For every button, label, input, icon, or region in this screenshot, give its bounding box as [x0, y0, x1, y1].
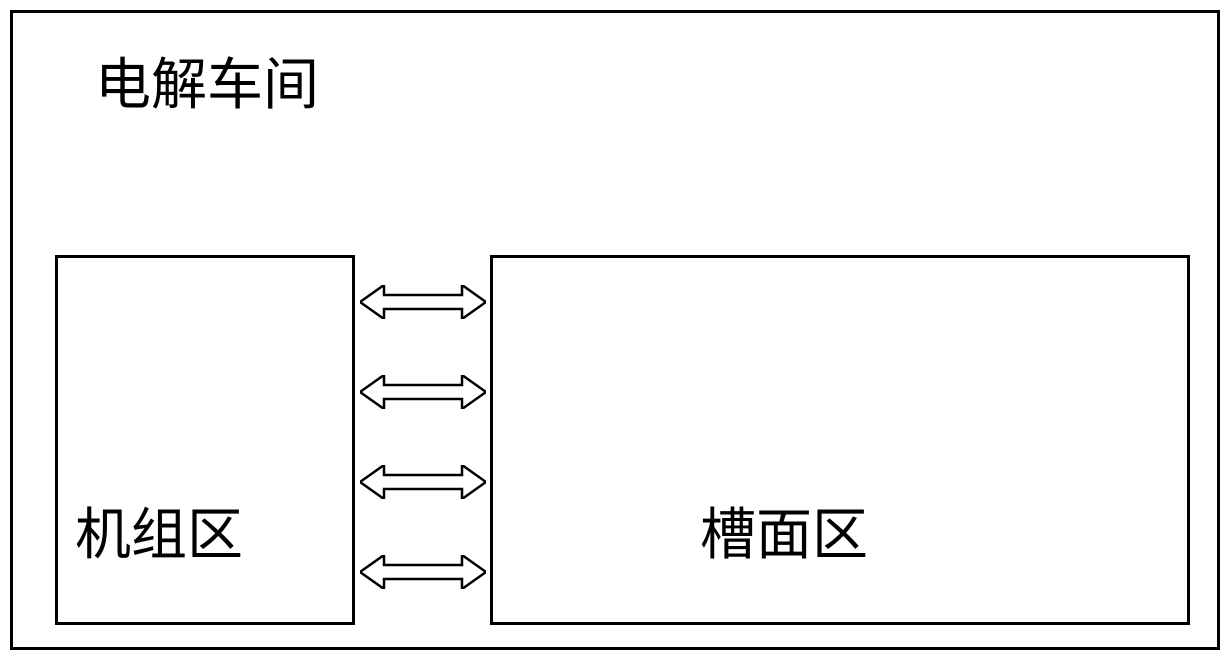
title-label: 电解车间: [95, 55, 319, 117]
double-arrow-icon: [360, 375, 486, 409]
double-arrow-icon: [360, 555, 486, 589]
double-arrow-icon: [360, 465, 486, 499]
workshop-title: 电解车间: [95, 40, 319, 121]
tank-surface-area-label: 槽面区: [700, 490, 868, 571]
double-arrow-icon: [360, 285, 486, 319]
unit-area-label: 机组区: [75, 490, 243, 571]
